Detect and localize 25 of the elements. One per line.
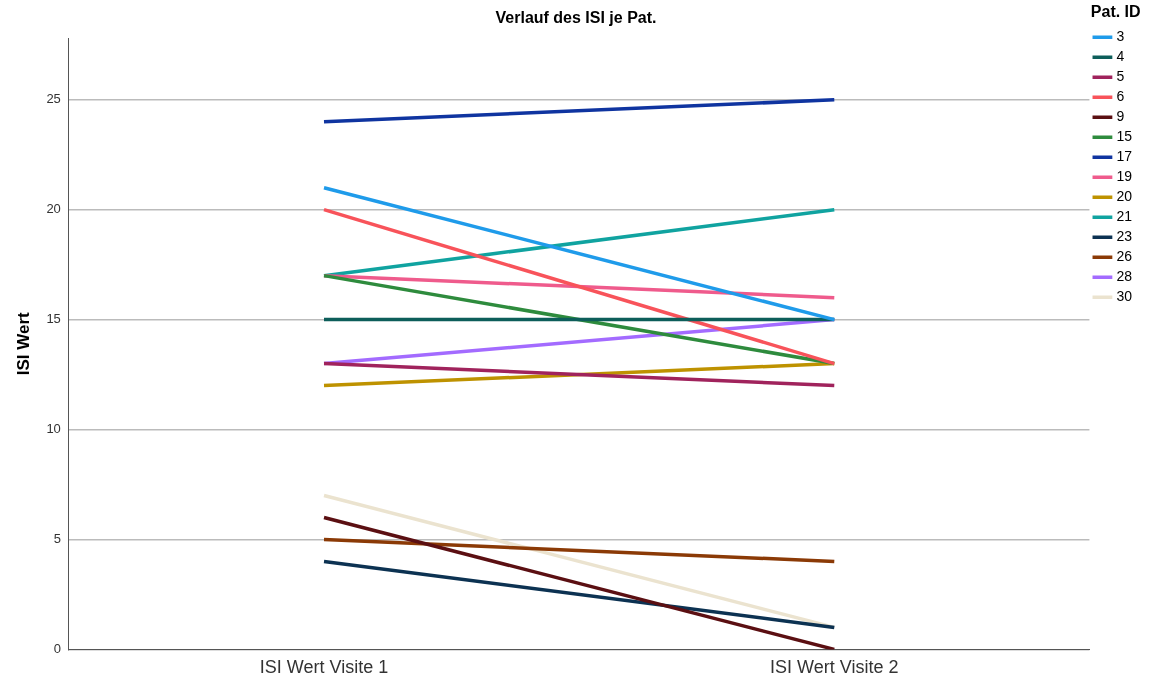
legend-label: 4 [1116,48,1125,65]
legend-label: 17 [1116,148,1133,165]
legend-title: Pat. ID [1090,3,1141,21]
legend-label: 3 [1116,28,1125,45]
legend-label: 15 [1116,128,1133,145]
y-tick-label: 10 [46,421,61,437]
y-axis-title: ISI Wert [13,311,33,376]
legend-label: 20 [1116,188,1133,205]
legend-label: 28 [1116,268,1133,285]
legend-label: 30 [1116,288,1133,305]
y-tick-label: 5 [53,531,61,547]
legend-label: 26 [1116,248,1133,265]
legend-label: 5 [1116,68,1125,85]
x-tick-label: ISI Wert Visite 1 [259,657,389,678]
legend-label: 21 [1116,208,1133,225]
chart-title: Verlauf des ISI je Pat. [495,9,657,27]
legend-label: 9 [1116,108,1125,125]
y-tick-label: 0 [53,640,61,656]
x-tick-label: ISI Wert Visite 2 [770,657,899,678]
y-tick-label: 20 [46,201,61,217]
y-tick-label: 25 [46,91,61,107]
legend-label: 23 [1116,228,1133,245]
legend-label: 6 [1116,88,1125,105]
legend-label: 19 [1116,168,1133,185]
y-tick-label: 15 [46,311,61,327]
